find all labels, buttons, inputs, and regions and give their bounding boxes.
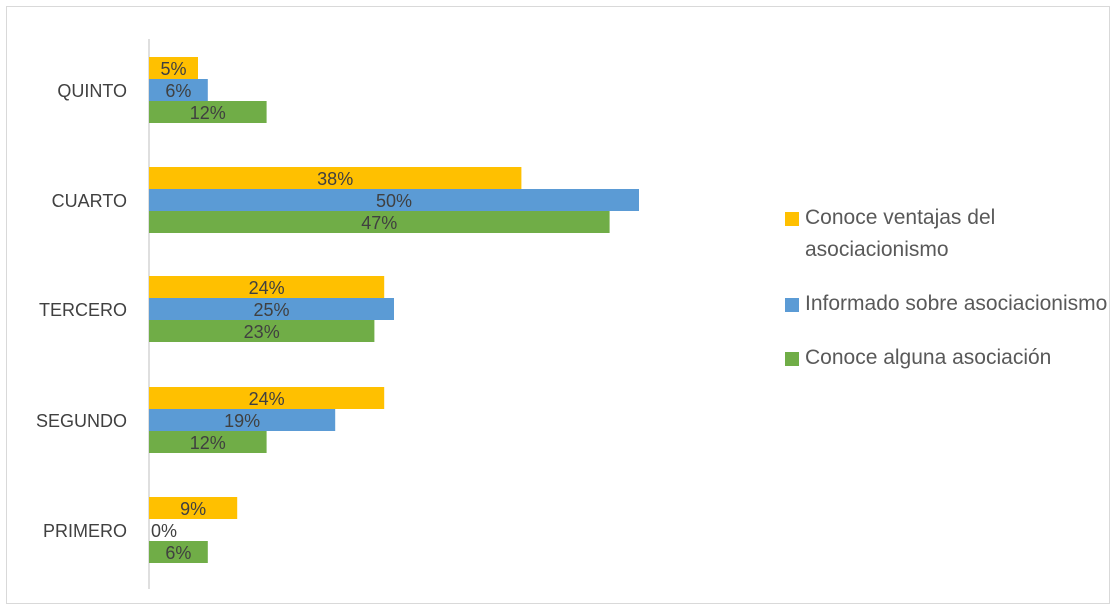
legend-swatch <box>785 298 799 312</box>
bar-segundo-series-1 <box>149 387 385 409</box>
bar-segundo-series-2 <box>149 409 336 431</box>
data-label-cuarto-series-2: 50% <box>376 191 412 211</box>
category-label-primero: PRIMERO <box>43 521 127 541</box>
category-label-tercero: TERCERO <box>39 300 127 320</box>
data-label-quinto-series-1: 5% <box>160 59 186 79</box>
data-label-segundo-series-2: 19% <box>224 411 260 431</box>
data-label-quinto-series-2: 6% <box>165 81 191 101</box>
legend-swatch <box>785 212 799 226</box>
legend-label: Conoce alguna asociación <box>805 346 1052 369</box>
data-label-primero-series-2: 0% <box>151 521 177 541</box>
data-label-tercero-series-3: 23% <box>244 322 280 342</box>
data-label-tercero-series-2: 25% <box>253 300 289 320</box>
category-label-cuarto: CUARTO <box>52 191 127 211</box>
bar-primero-series-3 <box>149 541 208 563</box>
legend-item-1: Conoce ventajas del asociacionismo <box>785 202 1115 266</box>
bar-segundo-series-3 <box>149 431 267 453</box>
bar-cuarto-series-3 <box>149 211 610 233</box>
data-label-cuarto-series-3: 47% <box>361 213 397 233</box>
bar-quinto-series-3 <box>149 101 267 123</box>
data-label-primero-series-3: 6% <box>165 543 191 563</box>
data-label-cuarto-series-1: 38% <box>317 169 353 189</box>
bar-primero-series-1 <box>149 497 238 519</box>
legend: Conoce ventajas del asociacionismo Inform… <box>785 202 1115 396</box>
legend-swatch <box>785 352 799 366</box>
bar-quinto-series-2 <box>149 79 208 101</box>
data-label-primero-series-1: 9% <box>180 499 206 519</box>
chart-frame: QUINTO 5% 6% 12% CUARTO 38% 50% 47% TERCERO 24% 25… <box>6 6 1110 604</box>
legend-label: Conoce ventajas del asociacionismo <box>805 206 996 261</box>
bar-tercero-series-2 <box>149 298 394 320</box>
bar-cuarto-series-1 <box>149 167 522 189</box>
bar-tercero-series-3 <box>149 320 375 342</box>
legend-label: Informado sobre asociacionismo <box>805 292 1108 315</box>
legend-item-2: Informado sobre asociacionismo <box>785 288 1115 320</box>
bar-quinto-series-1 <box>149 57 198 79</box>
category-label-segundo: SEGUNDO <box>36 411 127 431</box>
bar-cuarto-series-2 <box>149 189 639 211</box>
category-label-quinto: QUINTO <box>57 81 127 101</box>
data-label-segundo-series-3: 12% <box>190 433 226 453</box>
legend-item-3: Conoce alguna asociación <box>785 342 1115 374</box>
bar-tercero-series-1 <box>149 276 385 298</box>
data-label-quinto-series-3: 12% <box>190 103 226 123</box>
data-label-segundo-series-1: 24% <box>249 389 285 409</box>
bar-chart: QUINTO5%6%12%CUARTO38%50%47%TERCERO24%25… <box>36 39 639 589</box>
data-label-tercero-series-1: 24% <box>249 278 285 298</box>
